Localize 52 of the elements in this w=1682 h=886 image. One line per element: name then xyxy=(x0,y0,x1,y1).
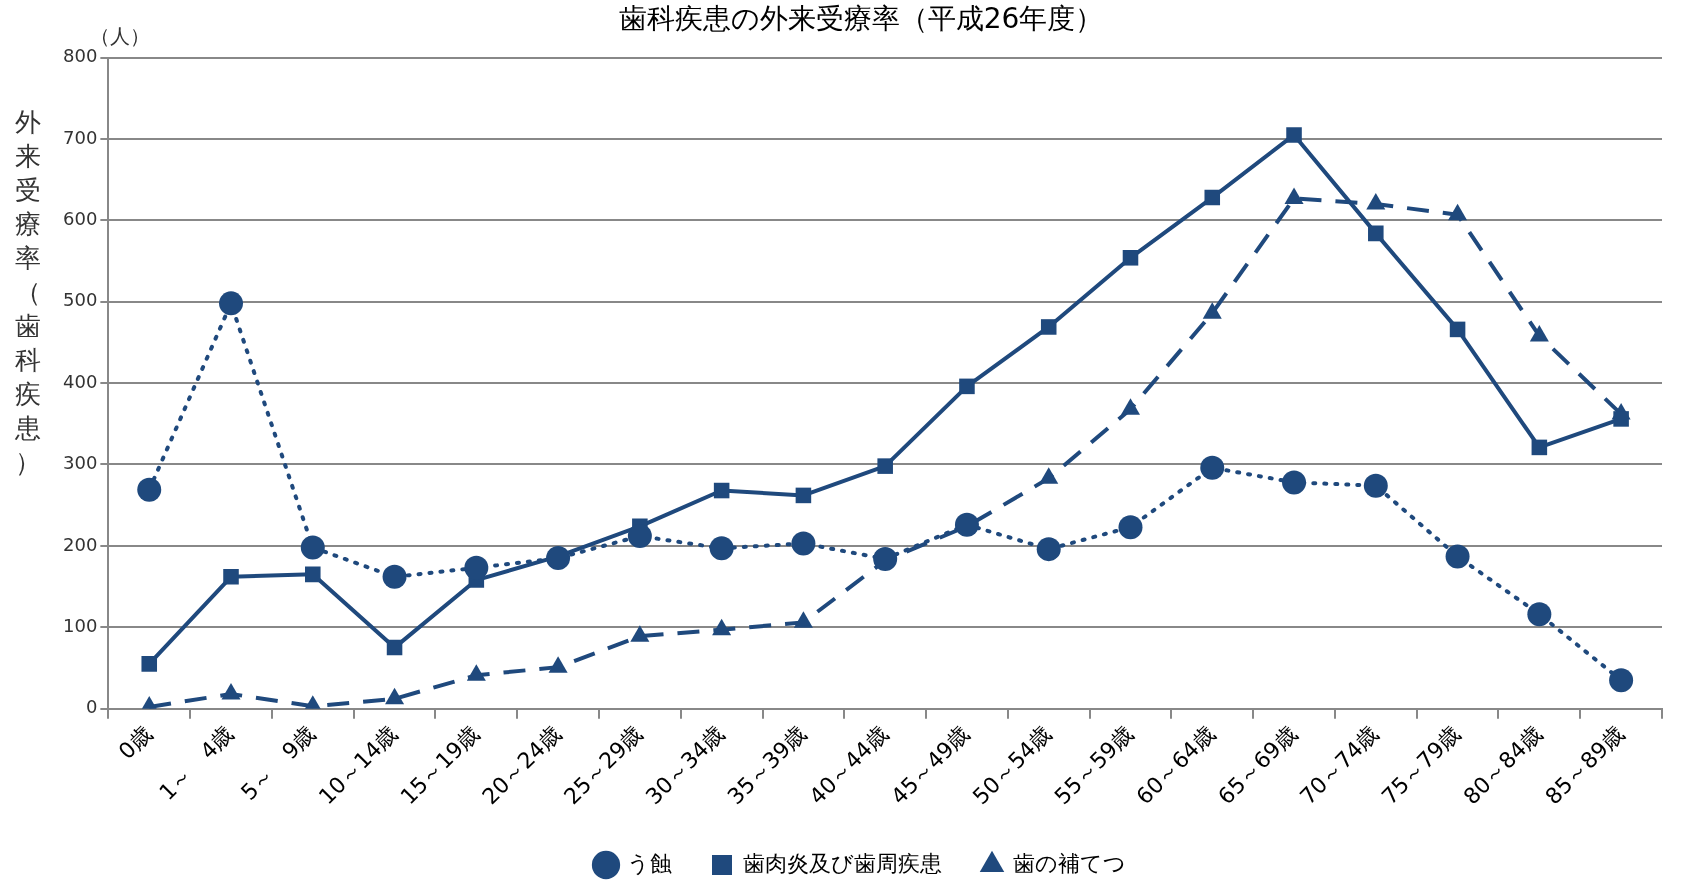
point xyxy=(1449,321,1466,338)
y-tick-label: 300 xyxy=(63,452,98,474)
point xyxy=(1363,473,1388,498)
point xyxy=(1204,189,1221,206)
point xyxy=(1122,250,1139,266)
point xyxy=(386,639,403,656)
point xyxy=(709,536,734,561)
legend-label: 歯の補てつ xyxy=(1013,850,1126,876)
point xyxy=(464,555,489,580)
y-tick-label: 100 xyxy=(63,614,98,636)
y-tick-label: 600 xyxy=(63,208,98,230)
point xyxy=(1368,225,1384,242)
point xyxy=(300,535,325,560)
point xyxy=(795,487,812,504)
point xyxy=(546,546,571,571)
x-tick-label: 0歳 xyxy=(113,720,157,764)
legend-label: う蝕 xyxy=(627,850,672,876)
point xyxy=(1445,544,1470,569)
point xyxy=(1282,470,1307,495)
point xyxy=(1118,515,1143,540)
x-tick-label: 1～ 4歳 xyxy=(154,720,239,806)
y-tick-label: 800 xyxy=(63,45,98,67)
point xyxy=(1531,439,1548,456)
point xyxy=(1527,602,1552,627)
y-tick-label: 200 xyxy=(63,533,98,555)
chart-title: 歯科疾患の外来受療率（平成26年度） xyxy=(618,2,1104,36)
point xyxy=(791,531,816,556)
y-tick-label: 0 xyxy=(85,696,98,718)
point xyxy=(137,477,162,502)
point xyxy=(1613,411,1629,427)
point xyxy=(223,569,239,585)
y-tick-label: 700 xyxy=(63,126,98,148)
point xyxy=(141,656,158,672)
point xyxy=(1200,455,1225,480)
point xyxy=(877,458,893,474)
point xyxy=(713,482,730,499)
point xyxy=(954,512,979,537)
y-tick-label: 400 xyxy=(63,370,98,392)
point xyxy=(1036,537,1061,562)
text: 外来受療率（歯科疾患） xyxy=(15,107,41,477)
point xyxy=(627,524,652,549)
legend-label: 歯肉炎及び歯周疾患 xyxy=(743,850,942,876)
point xyxy=(1040,319,1057,335)
point xyxy=(959,378,975,395)
point xyxy=(382,564,407,589)
point xyxy=(1609,668,1634,693)
point xyxy=(219,291,244,316)
point xyxy=(873,546,898,571)
point xyxy=(1286,127,1302,143)
text: （人） xyxy=(90,23,151,48)
point xyxy=(305,566,321,583)
y-tick-label: 500 xyxy=(63,289,98,311)
